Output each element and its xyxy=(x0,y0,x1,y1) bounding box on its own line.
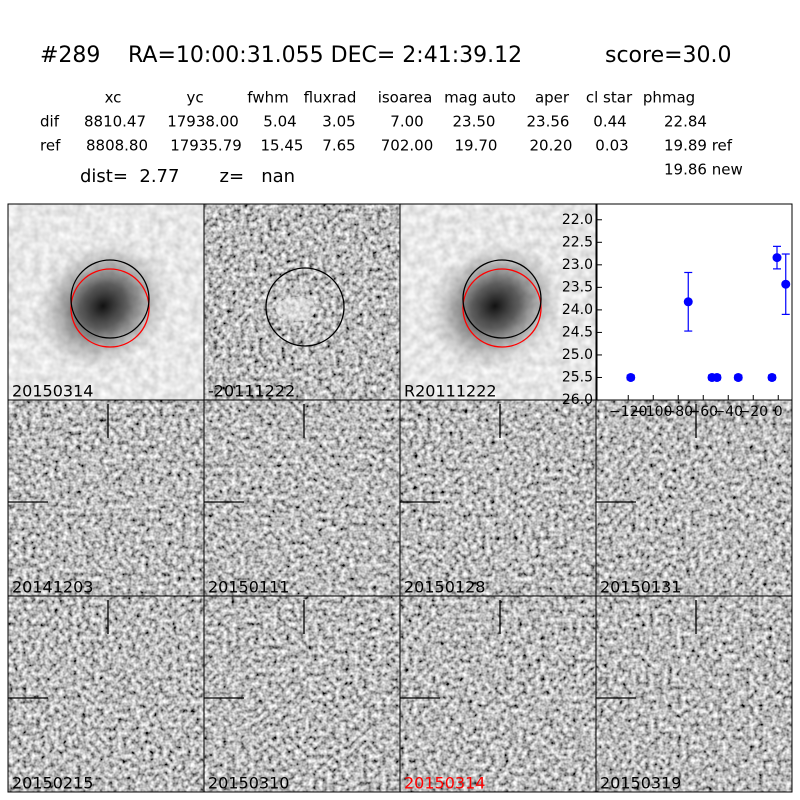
object-id: #289 xyxy=(40,43,100,68)
column-header: mag auto xyxy=(444,89,516,107)
table-cell: 23.56 xyxy=(527,113,570,131)
x-tick-label: 0 xyxy=(774,404,783,420)
x-tick-label: −120 xyxy=(609,404,647,420)
data-point xyxy=(712,372,722,382)
column-header: fwhm xyxy=(247,89,288,107)
data-point xyxy=(767,372,777,382)
data-point xyxy=(626,372,636,382)
row-label: dif xyxy=(40,113,60,131)
table-cell: 19.70 xyxy=(455,137,498,155)
galaxy xyxy=(36,242,170,370)
stamp-image xyxy=(8,400,204,596)
column-header: aper xyxy=(535,89,570,107)
detection-circle xyxy=(70,259,150,339)
y-tick-label: 22.5 xyxy=(562,234,593,250)
stamp-label: 20150215 xyxy=(12,774,93,793)
stamp-image xyxy=(596,596,792,792)
coordinates: RA=10:00:31.055 DEC= 2:41:39.12 xyxy=(128,43,522,68)
column-header: fluxrad xyxy=(304,89,357,107)
table-cell: 5.04 xyxy=(263,113,296,131)
stamp-image xyxy=(8,596,204,792)
column-header: phmag xyxy=(643,89,695,107)
x-tick-label: −80 xyxy=(663,404,693,420)
table-cell: 15.45 xyxy=(261,137,304,155)
table-cell: 3.05 xyxy=(322,113,355,131)
galaxy xyxy=(428,242,562,370)
stamp-image xyxy=(204,596,400,792)
row-label: ref xyxy=(40,137,61,155)
x-tick-label: −100 xyxy=(634,404,672,420)
stamp-label: R20111222 xyxy=(404,382,497,401)
column-header: isoarea xyxy=(378,89,433,107)
stamp-image xyxy=(400,596,596,792)
data-point xyxy=(683,297,693,307)
stamp-frame xyxy=(595,595,793,793)
data-point xyxy=(772,253,782,263)
table-cell: 8810.47 xyxy=(84,113,146,131)
score: score=30.0 xyxy=(605,43,732,68)
y-tick-label: 26.0 xyxy=(562,392,593,408)
y-tick-label: 24.5 xyxy=(562,324,593,340)
table-cell: 0.03 xyxy=(595,137,628,155)
x-tick-label: −20 xyxy=(738,404,768,420)
table-cell: 7.00 xyxy=(390,113,423,131)
stamp-label: 20150314 xyxy=(404,774,485,793)
column-header: yc xyxy=(186,89,203,107)
table-cell: 19.89 ref xyxy=(664,137,733,155)
plot-area xyxy=(596,203,793,401)
distance: dist= 2.77 z= nan xyxy=(80,166,295,187)
y-tick-label: 23.5 xyxy=(562,279,593,295)
stamp-image xyxy=(596,400,792,596)
column-header: xc xyxy=(105,89,122,107)
reference-circle xyxy=(70,268,150,348)
reference-circle xyxy=(462,268,542,348)
table-cell: 0.44 xyxy=(593,113,626,131)
y-tick-label: 23.0 xyxy=(562,257,593,273)
x-tick-label: −40 xyxy=(713,404,743,420)
table-cell: 17935.79 xyxy=(170,137,242,155)
y-tick-label: 25.0 xyxy=(562,347,593,363)
table-cell: 20.20 xyxy=(530,137,573,155)
stamp-label: 20150131 xyxy=(600,578,681,597)
y-tick-label: 24.0 xyxy=(562,302,593,318)
stamp-label: -20111222 xyxy=(208,382,295,401)
x-tick-label: −60 xyxy=(688,404,718,420)
data-point xyxy=(781,279,791,289)
y-tick-label: 22.0 xyxy=(562,212,593,228)
stamp-label: 20150111 xyxy=(208,578,289,597)
stamp-image xyxy=(400,400,596,596)
residual xyxy=(276,297,316,321)
y-tick-label: 25.5 xyxy=(562,369,593,385)
stamp-label: 20141203 xyxy=(12,578,93,597)
table-cell: 8808.80 xyxy=(86,137,148,155)
table-cell: 22.84 xyxy=(664,113,707,131)
table-cell: 17938.00 xyxy=(167,113,239,131)
data-point xyxy=(733,372,743,382)
stamp-image xyxy=(204,400,400,596)
column-header: cl star xyxy=(586,89,633,107)
stamp-label: 20150128 xyxy=(404,578,485,597)
detection-circle xyxy=(265,267,345,347)
stamp-label: 20150314 xyxy=(12,382,93,401)
stamp-label: 20150310 xyxy=(208,774,289,793)
table-cell: 23.50 xyxy=(453,113,496,131)
table-cell: 702.00 xyxy=(381,137,434,155)
table-cell: 7.65 xyxy=(322,137,355,155)
detection-circle xyxy=(462,259,542,339)
phmag-new: 19.86 new xyxy=(664,161,743,179)
stamp-label: 20150319 xyxy=(600,774,681,793)
